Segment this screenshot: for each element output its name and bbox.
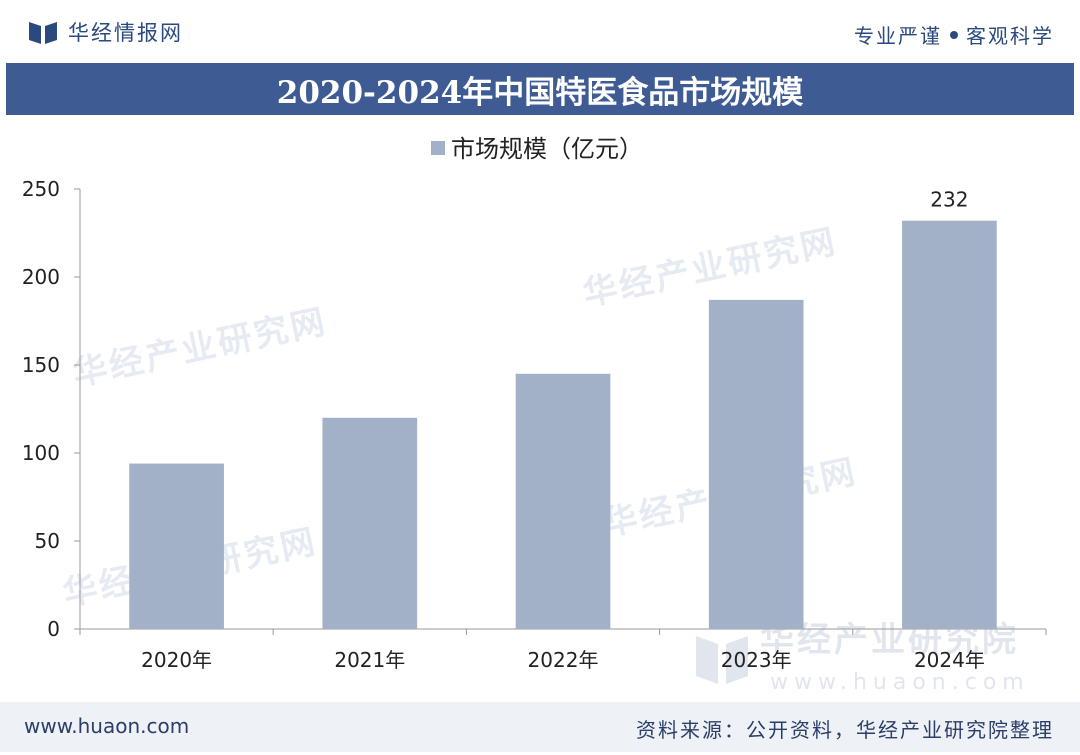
legend: 市场规模（亿元） <box>431 135 643 163</box>
title-bar: 2020-2024年中国特医食品市场规模 <box>6 63 1074 115</box>
bar <box>129 463 224 629</box>
footer-source: 资料来源：公开资料，华经产业研究院整理 <box>636 718 1054 742</box>
watermark-logo-icon <box>696 636 748 684</box>
brand: 华经情报网 <box>28 17 183 47</box>
bar <box>515 373 611 629</box>
bar <box>322 417 418 629</box>
x-category-label: 2022年 <box>528 648 599 672</box>
axes: 0 50 100 150 200 250 <box>22 177 1047 641</box>
footer-website: www.huaon.com <box>24 714 190 738</box>
bar <box>902 220 997 629</box>
bar <box>708 299 804 629</box>
y-tick-label: 200 <box>22 265 60 289</box>
y-tick-label: 150 <box>22 353 60 377</box>
y-tick-label: 0 <box>47 617 60 641</box>
footer: www.huaon.com 资料来源：公开资料，华经产业研究院整理 <box>0 702 1080 752</box>
legend-label: 市场规模（亿元） <box>451 135 643 163</box>
book-logo-icon <box>29 22 57 44</box>
chart-title: 2020-2024年中国特医食品市场规模 <box>276 74 804 111</box>
slogan: 专业严谨 客观科学 <box>854 20 1054 49</box>
watermark-url: www.huaon.com <box>770 670 1030 695</box>
x-category-label: 2020年 <box>141 648 212 672</box>
x-category-label: 2021年 <box>334 648 405 672</box>
slogan-right: 客观科学 <box>966 24 1054 48</box>
data-label: 232 <box>930 188 968 212</box>
x-category-label: 2023年 <box>721 648 792 672</box>
y-tick-label: 100 <box>22 441 60 465</box>
labels: 2020年 2021年 2022年 2023年 2024年 232 <box>141 188 985 672</box>
slogan-dot-icon <box>950 30 958 39</box>
brand-name: 华经情报网 <box>68 21 183 45</box>
bar-chart: 市场规模（亿元） 0 50 100 150 200 250 2020年 2021年 2022年… <box>22 135 1047 672</box>
y-tick-label: 250 <box>22 177 60 201</box>
x-category-label: 2024年 <box>914 648 985 672</box>
slogan-left: 专业严谨 <box>854 24 942 48</box>
header: 华经情报网 专业严谨 客观科学 <box>0 0 1080 58</box>
bars <box>129 220 997 629</box>
y-tick-label: 50 <box>35 529 60 553</box>
legend-swatch <box>431 141 445 155</box>
